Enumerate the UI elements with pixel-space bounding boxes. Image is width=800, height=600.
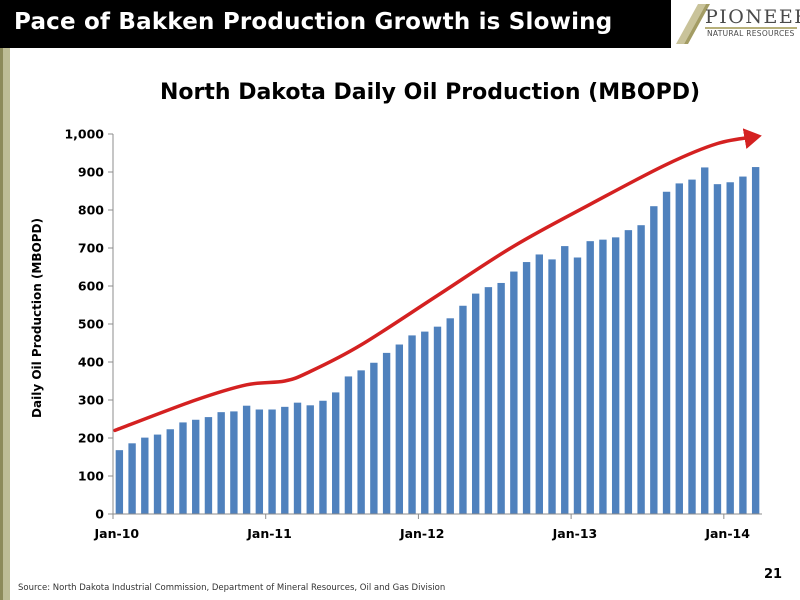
- bar-Jan-13: [573, 257, 582, 514]
- logo-name: PIONEER: [705, 6, 800, 28]
- y-tick-label: 300: [78, 393, 104, 408]
- y-tick-label: 600: [78, 279, 104, 294]
- bar-Oct-13: [688, 179, 696, 514]
- x-tick-label: Jan-10: [94, 526, 140, 541]
- bar-Aug-10: [204, 417, 213, 514]
- bar-Oct-12: [535, 254, 543, 514]
- bar-Apr-11: [306, 405, 314, 514]
- bar-Dec-10: [255, 409, 264, 514]
- bar-Feb-13: [586, 241, 594, 514]
- logo-mark-icon: [676, 4, 710, 44]
- trend-arrow: [113, 128, 762, 433]
- bar-May-12: [471, 293, 480, 514]
- bar-Sep-10: [217, 412, 225, 514]
- bar-Jul-13: [650, 206, 658, 514]
- bar-Jul-12: [497, 282, 505, 514]
- x-tick-label: Jan-14: [704, 526, 750, 541]
- logo-subtitle: NATURAL RESOURCES: [707, 29, 795, 38]
- x-tick-label: Jan-11: [246, 526, 292, 541]
- bar-Feb-12: [433, 326, 442, 514]
- bar-Dec-13: [713, 184, 722, 514]
- bar-Oct-10: [230, 411, 238, 514]
- bar-Aug-13: [662, 191, 671, 514]
- y-tick-label: 400: [78, 355, 104, 370]
- header-bar: Pace of Bakken Production Growth is Slow…: [0, 0, 671, 48]
- bar-Apr-13: [611, 237, 620, 515]
- y-tick-label: 800: [78, 203, 104, 218]
- y-tick-label: 0: [95, 507, 104, 522]
- bar-Mar-14: [751, 167, 760, 514]
- x-tick-label: Jan-13: [552, 526, 598, 541]
- y-tick-label: 100: [78, 469, 104, 484]
- bar-Jun-11: [332, 392, 340, 514]
- bar-Mar-13: [599, 239, 607, 514]
- page-number: 21: [764, 567, 783, 582]
- y-tick-label: 700: [78, 241, 104, 256]
- bar-Jan-11: [268, 409, 276, 514]
- bar-Oct-11: [382, 352, 391, 514]
- chart-title: North Dakota Daily Oil Production (MBOPD…: [159, 80, 701, 105]
- bar-May-11: [319, 400, 327, 514]
- bar-Jul-11: [344, 376, 353, 514]
- bar-Mar-12: [446, 318, 454, 514]
- bar-May-10: [166, 429, 174, 514]
- bar-Mar-11: [293, 402, 302, 514]
- bar-Jun-12: [484, 287, 493, 514]
- bar-Feb-14: [739, 176, 747, 514]
- left-decorative-stripe: [0, 48, 10, 600]
- bar-Feb-10: [128, 443, 136, 514]
- bar-Feb-11: [281, 406, 289, 514]
- bar-Mar-10: [141, 437, 149, 514]
- bar-Nov-11: [395, 344, 404, 514]
- company-logo: PIONEER NATURAL RESOURCES: [672, 0, 800, 48]
- slide-title: Pace of Bakken Production Growth is Slow…: [14, 9, 613, 35]
- bar-Apr-10: [153, 434, 162, 514]
- bar-Sep-12: [522, 262, 531, 514]
- y-tick-label: 1,000: [64, 127, 104, 142]
- y-tick-label: 900: [78, 165, 104, 180]
- bar-Aug-12: [510, 271, 518, 514]
- bar-May-13: [624, 230, 633, 514]
- y-tick-label: 500: [78, 317, 104, 332]
- logo-divider: [705, 27, 797, 29]
- y-tick-label: 200: [78, 431, 104, 446]
- bar-Jan-10: [115, 450, 124, 514]
- bar-Nov-12: [548, 259, 556, 514]
- bar-Dec-12: [561, 246, 569, 514]
- bar-Dec-11: [408, 335, 416, 514]
- bar-Aug-11: [357, 370, 365, 514]
- bar-Jun-13: [637, 225, 645, 514]
- bar-Sep-11: [370, 362, 378, 514]
- bar-Jul-10: [192, 419, 200, 514]
- bar-Apr-12: [459, 305, 467, 514]
- bar-Jan-12: [421, 331, 429, 514]
- bar-Nov-13: [701, 167, 709, 514]
- bar-Sep-13: [675, 183, 683, 514]
- bar-Jan-14: [726, 182, 734, 514]
- x-tick-label: Jan-12: [399, 526, 445, 541]
- bar-Jun-10: [179, 422, 187, 514]
- bar-Nov-10: [242, 405, 251, 514]
- source-note: Source: North Dakota Industrial Commissi…: [18, 583, 446, 593]
